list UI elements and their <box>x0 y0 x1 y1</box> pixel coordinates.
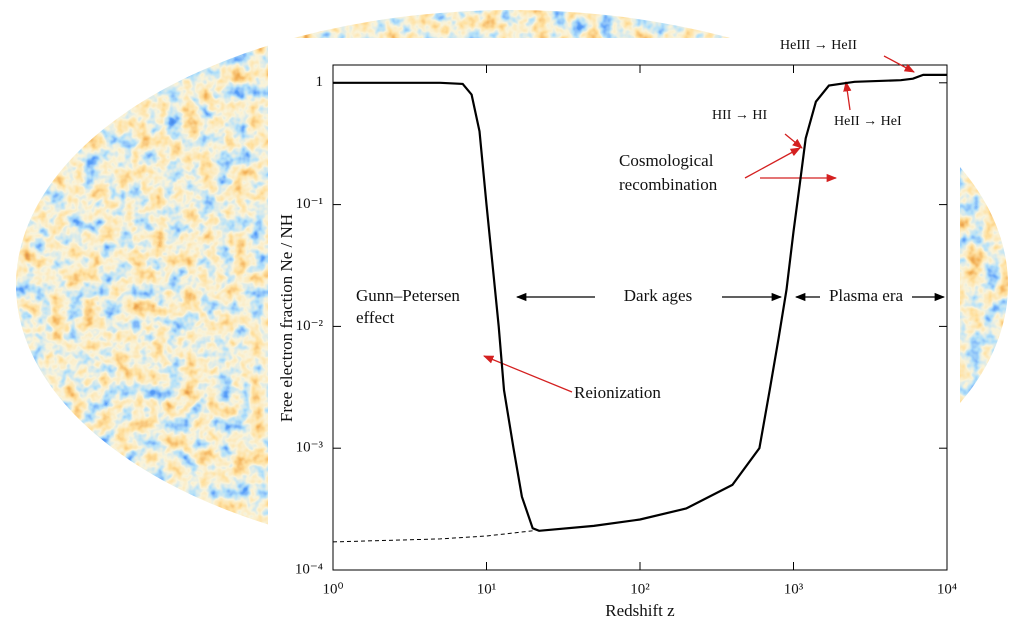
annotation: Plasma era <box>829 286 904 305</box>
x-axis-label: Redshift z <box>605 601 675 620</box>
y-axis-label: Free electron fraction Ne / NH <box>277 214 296 422</box>
x-tick-label: 10² <box>630 581 650 597</box>
y-tick-label: 10⁻³ <box>296 440 324 456</box>
annotation-arrows <box>483 55 946 393</box>
x-tick-label: 10⁰ <box>322 581 343 597</box>
annotation: HeII → HeI <box>834 114 902 129</box>
plot-background <box>268 38 960 626</box>
annotation: Dark ages <box>624 286 692 305</box>
annotation: Cosmological <box>619 151 714 170</box>
annotation: recombination <box>619 175 718 194</box>
y-tick-label: 1 <box>316 74 324 90</box>
annotation: HII → HI <box>712 108 768 123</box>
line <box>333 73 947 532</box>
x-tick-label: 10⁴ <box>937 581 957 597</box>
x-tick-label: 10³ <box>784 581 804 597</box>
x-tick-label: 10¹ <box>477 581 497 597</box>
annotation: effect <box>356 308 395 327</box>
annotation: HeIII → HeII <box>780 38 857 53</box>
annotation: Gunn–Petersen <box>356 286 460 305</box>
y-tick-label: 10⁻² <box>296 318 324 334</box>
line <box>332 530 533 543</box>
annotation: Reionization <box>574 383 661 402</box>
y-tick-label: 10⁻⁴ <box>295 561 323 577</box>
y-tick-label: 10⁻¹ <box>296 196 323 212</box>
